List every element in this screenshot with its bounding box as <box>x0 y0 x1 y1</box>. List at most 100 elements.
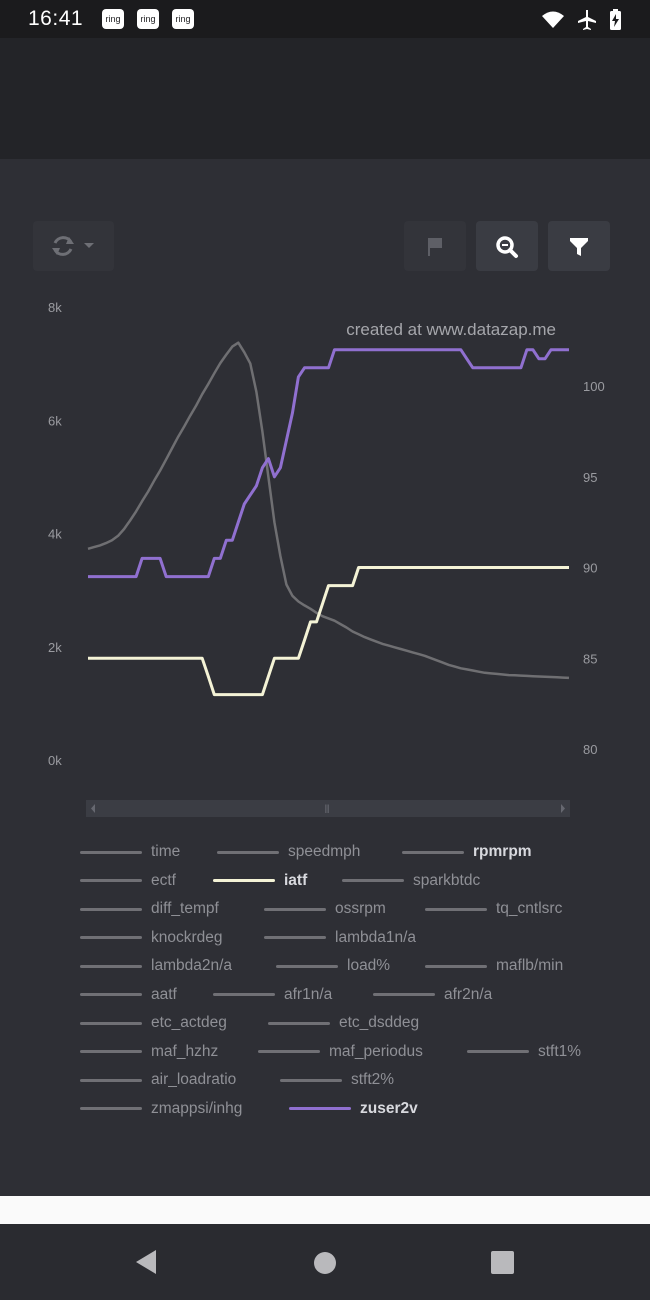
legend-swatch <box>258 1050 320 1053</box>
legend-swatch <box>80 1107 142 1110</box>
filter-icon <box>570 238 588 256</box>
legend-label: maf_hzhz <box>151 1042 219 1060</box>
chart-scrollbar[interactable]: ⦀ <box>86 800 570 817</box>
legend-swatch <box>264 936 326 939</box>
legend-row: lambda2n/a load% maflb/min <box>0 952 650 980</box>
legend-item[interactable]: etc_actdeg <box>80 1009 227 1037</box>
ring-notification-icon: ring <box>102 9 124 29</box>
legend-item[interactable]: afr2n/a <box>373 981 492 1009</box>
y-right-tick-label: 95 <box>583 470 597 485</box>
legend-item[interactable]: time <box>80 838 180 866</box>
zoom-button[interactable] <box>476 221 538 271</box>
legend-item[interactable]: lambda1n/a <box>264 924 416 952</box>
legend-label: rpmrpm <box>473 843 532 860</box>
recents-icon[interactable] <box>490 1250 516 1276</box>
legend-item[interactable]: knockrdeg <box>80 924 223 952</box>
legend-item[interactable]: stft1% <box>467 1038 581 1066</box>
y-right-tick-label: 100 <box>583 379 605 394</box>
legend-swatch <box>80 964 142 968</box>
y-right-tick-label: 85 <box>583 651 597 666</box>
legend-item[interactable]: speedmph <box>217 838 360 866</box>
legend-swatch <box>80 907 142 911</box>
legend-swatch <box>213 993 275 996</box>
legend-label: time <box>151 843 181 860</box>
status-bar: 16:41 ring ring ring <box>0 0 650 38</box>
legend-item[interactable]: afr1n/a <box>213 981 332 1009</box>
ring-notification-icon: ring <box>172 9 194 29</box>
zoom-icon <box>496 236 518 258</box>
app-bar <box>0 38 650 159</box>
legend-row: aatf afr1n/a afr2n/a <box>0 981 650 1009</box>
legend-item[interactable]: maflb/min <box>425 952 563 980</box>
legend-item[interactable]: maf_hzhz <box>80 1038 218 1066</box>
battery-charging-icon <box>610 9 621 30</box>
legend-item[interactable]: sparkbtdc <box>342 867 480 895</box>
legend-swatch <box>213 879 275 882</box>
legend-swatch <box>373 993 435 996</box>
legend-label: maf_periodus <box>329 1042 423 1060</box>
legend-swatch <box>80 1050 142 1053</box>
caret-down-icon <box>84 243 94 248</box>
y-right-tick-label: 80 <box>583 742 597 757</box>
legend-item[interactable]: zuser2v <box>289 1095 418 1123</box>
bottom-strip <box>0 1196 650 1224</box>
legend-swatch <box>80 1078 142 1082</box>
y-left-tick-label: 0k <box>48 753 62 768</box>
filter-button[interactable] <box>548 221 610 271</box>
scrollbar-grip[interactable]: ⦀ <box>325 803 330 816</box>
legend-label: etc_dsddeg <box>339 1014 420 1031</box>
legend-swatch <box>276 964 338 968</box>
legend-item[interactable]: ossrpm <box>264 895 386 923</box>
line-chart: 8k 6k 4k 2k 0k 100 95 90 85 80 created at www.da… <box>48 300 605 817</box>
legend-item[interactable]: maf_periodus <box>258 1038 423 1066</box>
legend-swatch <box>342 879 404 882</box>
legend-swatch <box>289 1107 351 1110</box>
series-line-zuser2v <box>88 348 569 579</box>
legend-item[interactable]: lambda2n/a <box>80 952 232 980</box>
legend-swatch <box>80 936 142 939</box>
system-status-icons <box>542 9 621 30</box>
legend-item[interactable]: tq_cntlsrc <box>425 895 562 923</box>
legend-label: afr2n/a <box>444 985 493 1003</box>
legend-swatch <box>467 1050 529 1053</box>
legend-swatch <box>80 993 142 996</box>
back-icon[interactable] <box>132 1248 160 1276</box>
legend-item[interactable]: ectf <box>80 867 176 895</box>
scroll-left-icon <box>91 804 95 813</box>
legend-item[interactable]: aatf <box>80 981 177 1009</box>
legend-item[interactable]: etc_dsddeg <box>268 1009 419 1037</box>
status-time: 16:41 <box>28 7 84 30</box>
ring-notification-icon: ring <box>137 9 159 29</box>
legend-label: air_loadratio <box>151 1071 237 1088</box>
legend-label: zuser2v <box>360 1099 418 1117</box>
legend-label: knockrdeg <box>151 928 223 946</box>
legend-item[interactable]: zmappsi/inhg <box>80 1095 242 1123</box>
y-right-tick-label: 90 <box>583 561 597 576</box>
legend-row: diff_tempf ossrpm tq_cntlsrc <box>0 895 650 923</box>
home-icon[interactable] <box>312 1250 338 1276</box>
legend-item[interactable]: stft2% <box>280 1066 394 1094</box>
flag-icon <box>428 238 442 256</box>
legend-item[interactable]: rpmrpm <box>402 838 532 866</box>
legend-item[interactable]: air_loadratio <box>80 1066 236 1094</box>
legend-swatch <box>80 1021 142 1025</box>
y-left-tick-label: 8k <box>48 300 62 315</box>
series-line-rpmrpm <box>87 341 570 680</box>
legend-item[interactable]: load% <box>276 952 390 980</box>
legend-label: diff_tempf <box>151 900 219 917</box>
legend-swatch <box>80 879 142 882</box>
flag-button[interactable] <box>404 221 466 271</box>
refresh-dropdown-button[interactable] <box>33 221 114 271</box>
legend-item[interactable]: iatf <box>213 867 307 895</box>
legend-swatch <box>425 907 487 911</box>
legend-row: zmappsi/inhg zuser2v <box>0 1095 650 1123</box>
legend-label: etc_actdeg <box>151 1014 227 1031</box>
wifi-icon <box>542 11 564 28</box>
legend-swatch <box>80 850 142 854</box>
legend-label: lambda1n/a <box>335 928 417 946</box>
legend-row: air_loadratio stft2% <box>0 1066 650 1094</box>
legend-label: stft2% <box>351 1071 395 1088</box>
legend-label: load% <box>347 957 391 974</box>
legend-label: lambda2n/a <box>151 957 233 974</box>
legend-item[interactable]: diff_tempf <box>80 895 219 923</box>
